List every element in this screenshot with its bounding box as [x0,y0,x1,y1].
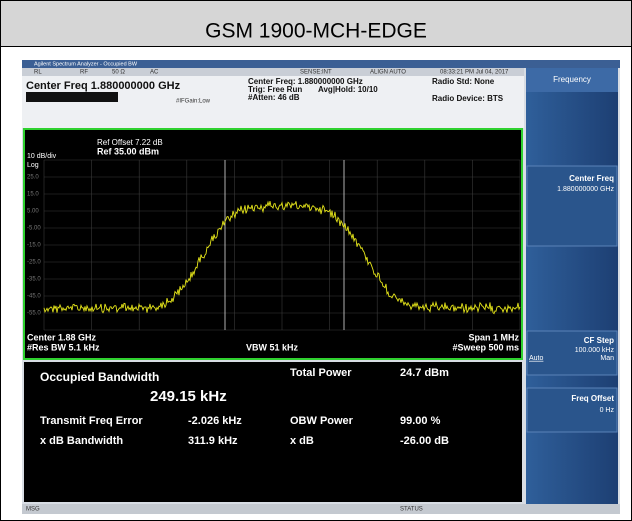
setting: #Atten: 46 dB [248,93,300,102]
if-gain: #IFGain:Low [176,99,211,105]
status-bar [22,504,620,514]
center-label: Center 1.88 GHz [27,332,97,342]
y-label: 5.00 [27,209,39,215]
status-item: 08:33:21 PM Jul 04, 2017 [440,70,509,76]
y-label: -45.0 [27,294,41,300]
vbw: VBW 51 kHz [246,342,299,352]
menu-title [526,68,618,92]
status-item: RF [80,70,88,76]
status-row [22,68,524,76]
softkey[interactable] [526,387,618,433]
ref-level: Ref 35.00 dBm [97,146,159,156]
span: Span 1 MHz [468,332,519,342]
radio-device: Radio Device: BTS [432,94,504,103]
result-value: 249.15 kHz [150,388,227,405]
y-label: -5.00 [27,226,41,232]
results-panel [24,362,522,502]
status: STATUS [400,507,423,513]
status-item: ALIGN AUTO [370,70,406,76]
avg-hold: Avg|Hold: 10/10 [318,85,378,94]
scale: 10 dB/div [27,153,57,160]
y-label: 25.0 [27,175,39,181]
y-label: -15.0 [27,243,41,249]
status-item: AC [150,70,159,76]
result-label: Total Power [290,367,352,379]
setting: Trig: Free Run [248,85,302,94]
setting: Center Freq: 1.880000000 GHz [248,77,363,86]
radio-std: Radio Std: None [432,77,495,86]
softkey-panel [526,68,618,504]
y-label: 15.0 [27,192,39,198]
result-label: Occupied Bandwidth [40,370,159,384]
softkey-label: Freq Offset [571,394,614,403]
titlebar-text: Agilent Spectrum Analyzer - Occupied BW [34,61,138,67]
result-value: -26.00 dB [400,435,449,447]
y-label: -25.0 [27,260,41,266]
result-label: x dB Bandwidth [40,435,123,447]
graph-area [23,128,523,360]
status-item: SENSE:INT [300,70,332,76]
spectrum-trace [43,200,521,315]
softkey-label: Center Freq [569,174,614,183]
softkey-value: 100.000 kHz [575,347,615,354]
ref-offset: Ref Offset 7.22 dB [97,138,163,147]
result-label: Transmit Freq Error [40,415,143,427]
softkey-value: 1.880000000 GHz [557,186,614,193]
status-item: RL [34,70,42,76]
result-label: OBW Power [290,415,354,427]
softkey[interactable] [526,330,618,376]
result-label: x dB [290,435,314,447]
titlebar [22,60,620,68]
result-value: 311.9 kHz [188,435,238,447]
header-title: GSM 1900-MCH-EDGE [205,20,427,43]
softkey-value: 0 Hz [600,407,615,414]
status-item: 50 Ω [112,70,125,76]
entry-field [26,92,118,102]
y-label: -35.0 [27,277,41,283]
center-freq: Center Freq 1.880000000 GHz [26,80,181,92]
msg: MSG [26,507,40,513]
softkey-option: Auto [529,355,544,362]
menu-title-text: Frequency [553,75,591,84]
softkey-option: Man [600,355,614,362]
softkey[interactable] [526,165,618,247]
result-value: 99.00 % [400,415,441,427]
header-cell [0,0,632,47]
y-label: -55.0 [27,311,41,317]
result-value: 24.7 dBm [400,367,449,379]
sweep: #Sweep 500 ms [452,342,519,352]
softkey-label: CF Step [584,336,614,345]
scale-type: Log [27,162,39,169]
res-bw: #Res BW 5.1 kHz [27,342,100,352]
result-value: -2.026 kHz [188,415,242,427]
